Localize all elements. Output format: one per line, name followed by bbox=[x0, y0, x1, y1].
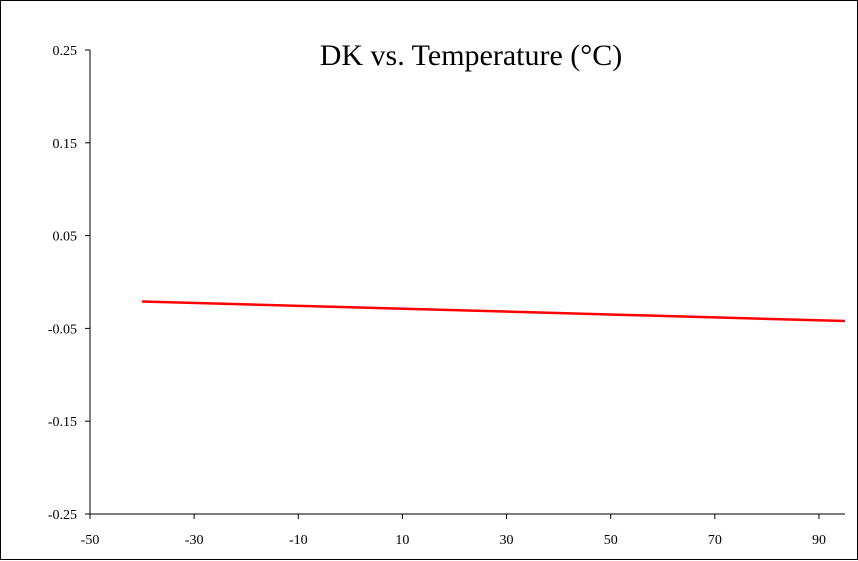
y-tick-label: 0.15 bbox=[53, 137, 78, 152]
y-tick-label: 0.25 bbox=[53, 44, 78, 59]
y-tick-label: -0.15 bbox=[48, 415, 77, 430]
x-tick-label: -10 bbox=[289, 533, 308, 548]
y-tick-label: 0.05 bbox=[53, 230, 78, 245]
x-tick-label: 70 bbox=[708, 533, 722, 548]
x-tick-label: 50 bbox=[604, 533, 618, 548]
axes: 0.25 0.15 0.05 -0.05 -0.15 -0.25 -50 -30 -10 10 30… bbox=[48, 44, 845, 548]
series-line bbox=[142, 300, 846, 323]
x-tick-label: 30 bbox=[500, 533, 514, 548]
x-tick-label: 90 bbox=[812, 533, 826, 548]
x-tick-label: -50 bbox=[81, 533, 100, 548]
series-layer bbox=[142, 300, 846, 323]
chart-title: DK vs. Temperature (°C) bbox=[320, 39, 623, 72]
y-tick-label: -0.05 bbox=[48, 322, 77, 337]
y-tick-label: -0.25 bbox=[48, 508, 77, 523]
x-tick-label: 10 bbox=[395, 533, 409, 548]
x-tick-label: -30 bbox=[185, 533, 204, 548]
